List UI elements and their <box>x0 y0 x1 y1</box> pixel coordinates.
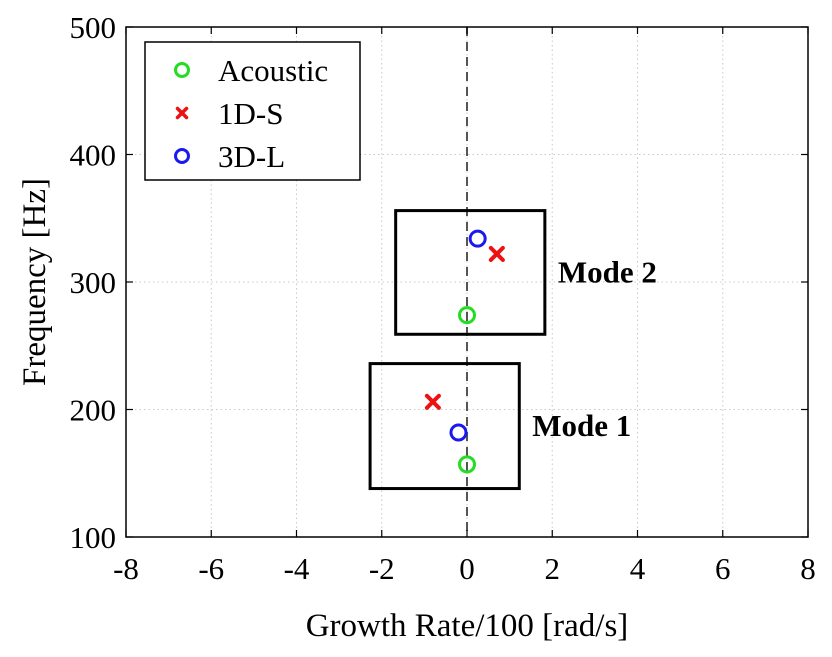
legend-marker <box>174 62 190 78</box>
mode-label: Mode 1 <box>532 408 631 443</box>
x-tick-label: 0 <box>459 551 475 586</box>
data-markers <box>424 229 505 474</box>
x-tick-label: 2 <box>545 551 561 586</box>
mode-label: Mode 2 <box>558 254 657 289</box>
y-tick-label: 300 <box>70 265 117 300</box>
x-tick-label: 4 <box>630 551 646 586</box>
legend-label: Acoustic <box>218 53 328 88</box>
y-tick-label: 500 <box>70 10 117 45</box>
y-tick-label: 200 <box>70 393 117 428</box>
mode-boxes <box>368 209 547 491</box>
mode-box <box>368 362 521 491</box>
data-point <box>458 455 476 474</box>
x-tick-label: 6 <box>715 551 731 586</box>
legend-marker <box>175 106 189 120</box>
data-point <box>468 229 487 248</box>
x-tick-label: -2 <box>369 551 395 586</box>
data-point <box>449 423 468 442</box>
legend-entry: 1D-S <box>175 96 283 131</box>
x-tick-label: -8 <box>113 551 139 586</box>
legend: Acoustic 1D-S 3D-L <box>144 41 361 181</box>
y-axis-label: Frequency [Hz] <box>17 178 53 386</box>
legend-marker <box>174 148 190 164</box>
legend-label: 3D-L <box>218 139 285 174</box>
legend-entry: 3D-L <box>174 139 285 174</box>
y-tick-label: 400 <box>70 138 117 173</box>
data-point <box>488 245 505 262</box>
y-tick-label: 100 <box>70 520 117 555</box>
x-tick-labels: -8 -6 -4 -2 0 2 4 6 8 <box>113 27 816 586</box>
data-point <box>424 393 441 410</box>
x-tick-label: 8 <box>800 551 816 586</box>
x-axis-label: Growth Rate/100 [rad/s] <box>306 608 629 644</box>
legend-entry: Acoustic <box>174 53 328 88</box>
data-point <box>458 306 476 325</box>
y-tick-labels: 100 200 300 400 500 <box>70 10 808 555</box>
mode-labels: Mode 1 Mode 2 <box>532 254 657 443</box>
legend-label: 1D-S <box>218 96 283 131</box>
mode-box <box>394 209 547 336</box>
x-tick-label: -4 <box>284 551 310 586</box>
x-tick-label: -6 <box>198 551 224 586</box>
